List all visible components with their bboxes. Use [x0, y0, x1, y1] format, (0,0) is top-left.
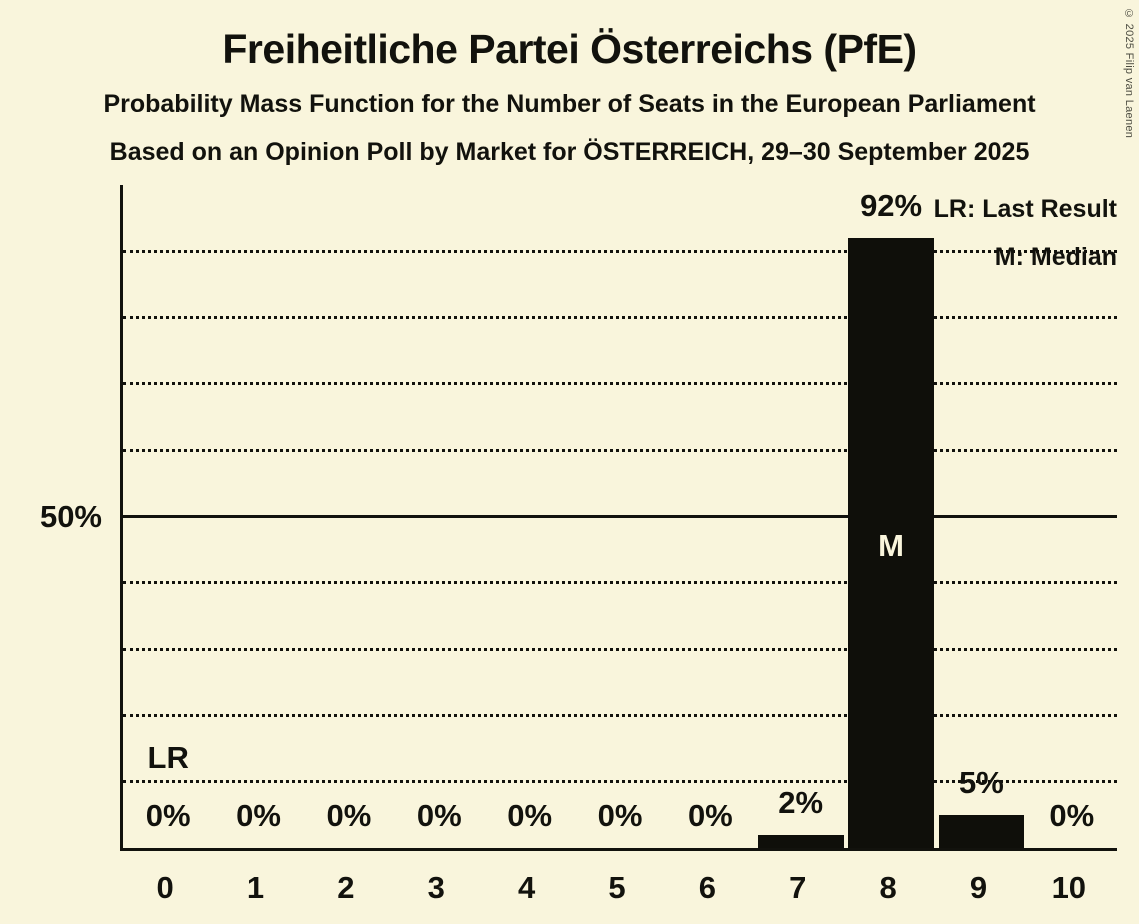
last-result-marker: LR: [147, 740, 189, 775]
x-tick-4: 4: [518, 870, 536, 905]
page-title: Freiheitliche Partei Österreichs (PfE): [222, 26, 917, 72]
subtitle-pmf: Probability Mass Function for the Number…: [103, 90, 1036, 118]
gridline-70: [123, 382, 1117, 386]
gridline-90: [123, 249, 1117, 253]
bar-seat-8: [848, 238, 934, 848]
x-axis-ticks: 0 1 2 3 4 5 6 7 8 9 10: [120, 870, 1114, 910]
bar-value-label-seat-7: 2%: [778, 784, 824, 820]
x-tick-6: 6: [698, 870, 716, 905]
bar-value-label-seat-8: 92%: [860, 188, 923, 224]
copyright-note: © 2025 Filip van Laenen: [1123, 8, 1135, 139]
chart-legend: LR: Last Result M: Median: [934, 185, 1117, 281]
plot-area: 0% 0% 0% 0% 0% 0% 0% 2% 92% 5% 0% LR M: [120, 185, 1117, 851]
gridline-10: [123, 780, 1117, 784]
x-tick-1: 1: [246, 870, 265, 905]
gridline-30: [123, 647, 1117, 651]
bar-value-label-seat-1: 0%: [236, 798, 281, 833]
legend-last-result: LR: Last Result: [933, 195, 1117, 223]
bar-value-label-seat-2: 0%: [326, 798, 372, 833]
gridline-50-solid: [123, 515, 1117, 518]
subtitle-poll: Based on an Opinion Poll by Market for Ö…: [109, 138, 1030, 166]
gridline-40: [123, 581, 1117, 585]
bar-value-label-seat-3: 0%: [416, 798, 462, 833]
x-tick-0: 0: [156, 870, 174, 905]
bar-value-label-seat-6: 0%: [687, 798, 733, 833]
x-tick-2: 2: [337, 870, 355, 905]
median-marker: M: [878, 528, 904, 563]
bar-seat-9: [938, 814, 1025, 848]
bar-value-label-seat-0: 0%: [145, 798, 191, 833]
x-tick-7: 7: [789, 870, 807, 905]
y-axis-label-50: 50%: [39, 499, 102, 534]
bar-value-label-seat-4: 0%: [507, 798, 553, 833]
bar-value-label-seat-5: 0%: [597, 798, 643, 833]
bar-seat-7: [757, 834, 844, 848]
x-tick-8: 8: [879, 870, 897, 905]
x-tick-3: 3: [427, 870, 445, 905]
x-tick-9: 9: [969, 870, 988, 905]
x-tick-10: 10: [1051, 870, 1087, 905]
legend-median: M: Median: [994, 243, 1117, 271]
gridline-20: [123, 713, 1117, 717]
gridline-80: [123, 316, 1117, 320]
gridline-60: [123, 448, 1117, 452]
bar-value-label-seat-9: 5%: [959, 764, 1004, 800]
x-tick-5: 5: [608, 870, 626, 905]
bar-value-label-seat-10: 0%: [1049, 798, 1095, 833]
